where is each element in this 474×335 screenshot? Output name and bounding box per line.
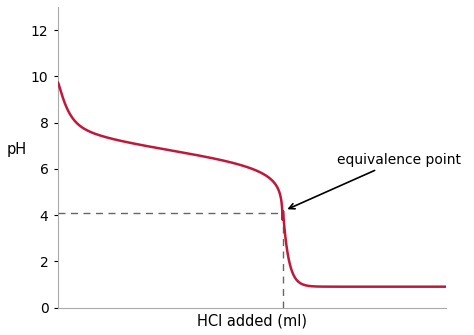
Y-axis label: pH: pH (7, 142, 27, 157)
X-axis label: HCl added (ml): HCl added (ml) (197, 313, 307, 328)
Text: equivalence point: equivalence point (289, 152, 461, 209)
